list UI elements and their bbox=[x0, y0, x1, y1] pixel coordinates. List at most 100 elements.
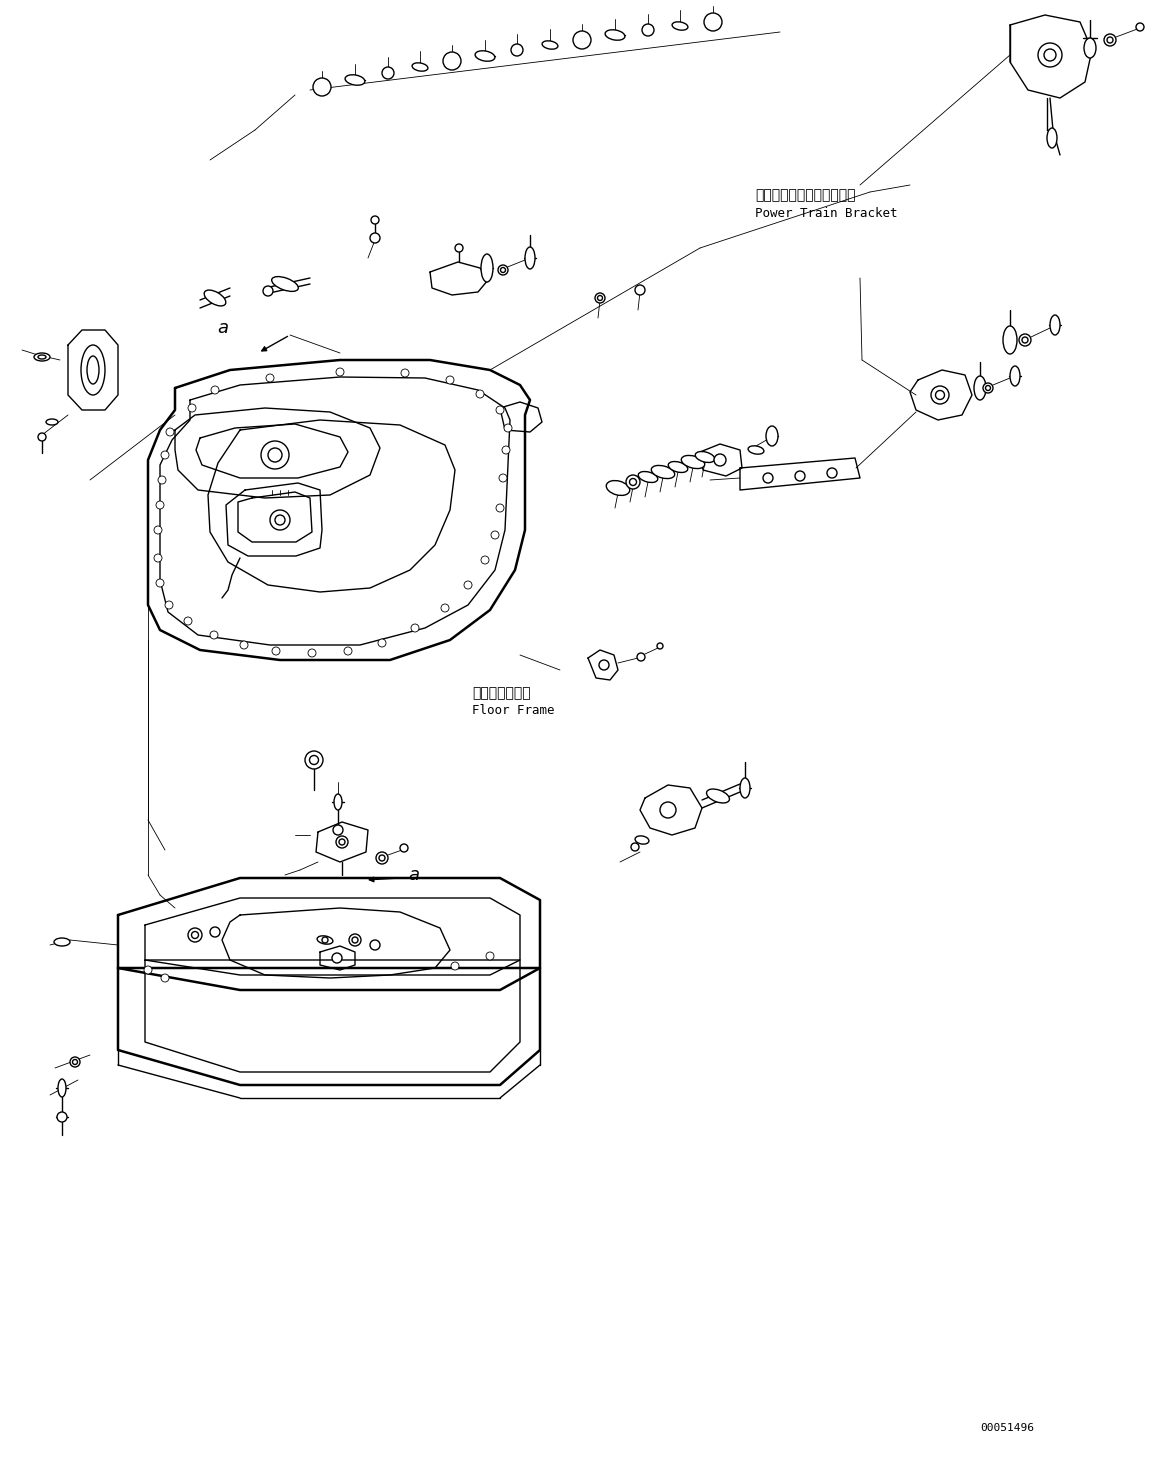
Circle shape bbox=[501, 267, 505, 273]
Circle shape bbox=[318, 82, 327, 92]
Circle shape bbox=[455, 244, 462, 252]
Circle shape bbox=[240, 641, 248, 649]
Circle shape bbox=[1022, 337, 1028, 343]
Ellipse shape bbox=[334, 794, 342, 810]
Circle shape bbox=[401, 369, 409, 376]
Ellipse shape bbox=[58, 1080, 66, 1097]
Circle shape bbox=[309, 756, 319, 765]
Ellipse shape bbox=[34, 353, 50, 360]
Circle shape bbox=[166, 427, 174, 436]
Circle shape bbox=[188, 928, 202, 943]
Circle shape bbox=[1105, 34, 1116, 47]
Ellipse shape bbox=[525, 247, 535, 268]
Circle shape bbox=[476, 390, 484, 398]
Circle shape bbox=[1019, 334, 1032, 346]
Text: Floor Frame: Floor Frame bbox=[472, 703, 554, 716]
Circle shape bbox=[158, 476, 166, 484]
Circle shape bbox=[511, 44, 523, 55]
Ellipse shape bbox=[481, 254, 493, 282]
Circle shape bbox=[344, 646, 352, 655]
Ellipse shape bbox=[669, 461, 687, 473]
Circle shape bbox=[985, 385, 991, 391]
Ellipse shape bbox=[766, 426, 778, 446]
Ellipse shape bbox=[605, 29, 625, 41]
Circle shape bbox=[763, 473, 773, 483]
Ellipse shape bbox=[271, 277, 298, 292]
Circle shape bbox=[154, 527, 162, 534]
Circle shape bbox=[144, 966, 152, 975]
Circle shape bbox=[598, 296, 603, 301]
Circle shape bbox=[165, 601, 173, 608]
Ellipse shape bbox=[635, 836, 649, 845]
Circle shape bbox=[70, 1056, 80, 1067]
Ellipse shape bbox=[475, 51, 495, 61]
Ellipse shape bbox=[1084, 38, 1096, 58]
Circle shape bbox=[1107, 36, 1113, 42]
Circle shape bbox=[73, 1059, 78, 1065]
Circle shape bbox=[270, 511, 290, 530]
Circle shape bbox=[498, 266, 508, 274]
Circle shape bbox=[378, 639, 386, 646]
Ellipse shape bbox=[681, 455, 705, 468]
Circle shape bbox=[305, 751, 323, 769]
Circle shape bbox=[577, 35, 586, 45]
Circle shape bbox=[336, 836, 348, 848]
Circle shape bbox=[446, 376, 454, 384]
Circle shape bbox=[38, 433, 46, 441]
Ellipse shape bbox=[639, 471, 658, 483]
Circle shape bbox=[637, 654, 646, 661]
Circle shape bbox=[659, 802, 676, 818]
Circle shape bbox=[382, 67, 394, 79]
Text: Power Train Bracket: Power Train Bracket bbox=[755, 207, 897, 219]
Text: パワートレインブラケット: パワートレインブラケット bbox=[755, 188, 855, 201]
Circle shape bbox=[1136, 23, 1144, 31]
Circle shape bbox=[573, 31, 591, 50]
Circle shape bbox=[629, 479, 636, 486]
Circle shape bbox=[352, 937, 358, 943]
Circle shape bbox=[464, 581, 472, 589]
Ellipse shape bbox=[606, 480, 629, 496]
Circle shape bbox=[338, 839, 345, 845]
Ellipse shape bbox=[651, 465, 675, 479]
Circle shape bbox=[275, 515, 285, 525]
Circle shape bbox=[349, 934, 360, 945]
Circle shape bbox=[1044, 50, 1056, 61]
Circle shape bbox=[154, 554, 162, 562]
Circle shape bbox=[708, 18, 717, 28]
Ellipse shape bbox=[695, 451, 715, 463]
Ellipse shape bbox=[672, 22, 688, 31]
Circle shape bbox=[184, 617, 192, 624]
Circle shape bbox=[370, 233, 380, 244]
Ellipse shape bbox=[38, 355, 46, 359]
Circle shape bbox=[370, 940, 380, 950]
Circle shape bbox=[210, 926, 220, 937]
Circle shape bbox=[795, 471, 806, 481]
Circle shape bbox=[642, 23, 654, 36]
Circle shape bbox=[635, 285, 646, 295]
Circle shape bbox=[931, 387, 949, 404]
Circle shape bbox=[156, 500, 165, 509]
Ellipse shape bbox=[54, 938, 70, 945]
Circle shape bbox=[486, 953, 494, 960]
Circle shape bbox=[411, 624, 420, 632]
Circle shape bbox=[268, 448, 282, 463]
Ellipse shape bbox=[1047, 128, 1057, 147]
Circle shape bbox=[491, 531, 500, 538]
Ellipse shape bbox=[542, 41, 557, 50]
Circle shape bbox=[704, 13, 722, 31]
Circle shape bbox=[272, 646, 280, 655]
Circle shape bbox=[714, 454, 726, 465]
Circle shape bbox=[599, 659, 608, 670]
Ellipse shape bbox=[87, 356, 99, 384]
Circle shape bbox=[1038, 42, 1062, 67]
Circle shape bbox=[442, 604, 449, 611]
Text: a: a bbox=[408, 867, 420, 884]
Circle shape bbox=[828, 468, 837, 479]
Circle shape bbox=[376, 852, 388, 864]
Circle shape bbox=[191, 931, 198, 938]
Text: フロアフレーム: フロアフレーム bbox=[472, 686, 531, 700]
Circle shape bbox=[188, 404, 196, 411]
Ellipse shape bbox=[748, 446, 764, 454]
Text: 00051496: 00051496 bbox=[981, 1423, 1034, 1433]
Circle shape bbox=[595, 293, 605, 303]
